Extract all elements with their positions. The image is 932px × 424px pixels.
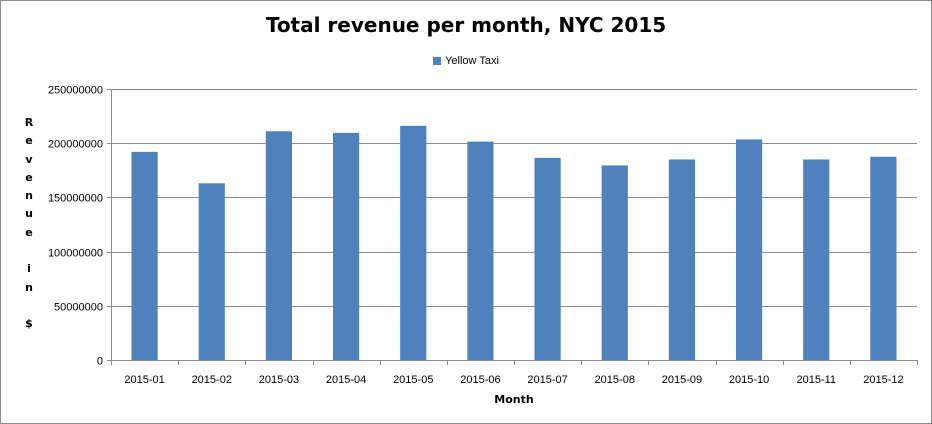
- chart-title: Total revenue per month, NYC 2015: [265, 13, 667, 37]
- y-tick-label: 150000000: [48, 193, 103, 205]
- y-axis-title-letter: i: [27, 262, 31, 276]
- x-tick-label: 2015-05: [393, 374, 433, 386]
- x-tick-label: 2015-08: [595, 374, 635, 386]
- y-axis-title: R e v e n u e i n $: [21, 114, 37, 334]
- legend: Yellow Taxi: [1, 55, 931, 67]
- x-tick-label: 2015-09: [662, 374, 702, 386]
- bar: [332, 132, 360, 360]
- y-axis-title-letter: e: [25, 134, 33, 148]
- bar: [534, 157, 561, 360]
- bar: [265, 131, 293, 360]
- y-tick-label: 50000000: [54, 302, 103, 314]
- bar: [668, 159, 696, 360]
- x-tick-label: 2015-12: [863, 374, 903, 386]
- x-tick-label: 2015-02: [192, 374, 232, 386]
- y-tick-label: 250000000: [48, 85, 103, 97]
- bar: [131, 151, 158, 360]
- x-tick-label: 2015-10: [729, 374, 769, 386]
- x-tick-label: 2015-06: [460, 374, 500, 386]
- bar: [803, 159, 830, 360]
- x-axis-title: Month: [494, 393, 534, 406]
- x-tick-label: 2015-07: [527, 374, 567, 386]
- y-axis-title-letter: e: [25, 225, 33, 239]
- x-tick-label: 2015-01: [124, 374, 164, 386]
- y-tick-label: 200000000: [48, 139, 103, 151]
- bar: [400, 125, 427, 360]
- legend-swatch: [433, 57, 442, 65]
- y-axis-title-letter: R: [24, 116, 34, 129]
- y-axis-title-letter: n: [25, 189, 33, 203]
- y-tick-label: 0: [97, 356, 103, 368]
- legend-label: Yellow Taxi: [445, 55, 499, 67]
- x-tick-label: 2015-03: [259, 374, 299, 386]
- y-axis-title-letter: e: [25, 170, 33, 184]
- y-tick-label: 100000000: [48, 248, 103, 260]
- y-axis-title-letter: $: [25, 317, 33, 331]
- y-axis-title-letter: v: [25, 152, 33, 166]
- x-tick-label: 2015-04: [326, 374, 366, 386]
- bar: [198, 183, 225, 360]
- x-tick-label: 2015-11: [796, 374, 836, 386]
- bar: [735, 139, 763, 360]
- y-axis-title-letter: u: [25, 207, 33, 221]
- bar: [870, 156, 897, 360]
- bar: [601, 165, 628, 360]
- bar: [467, 141, 494, 360]
- y-axis-title-letter: n: [25, 280, 33, 294]
